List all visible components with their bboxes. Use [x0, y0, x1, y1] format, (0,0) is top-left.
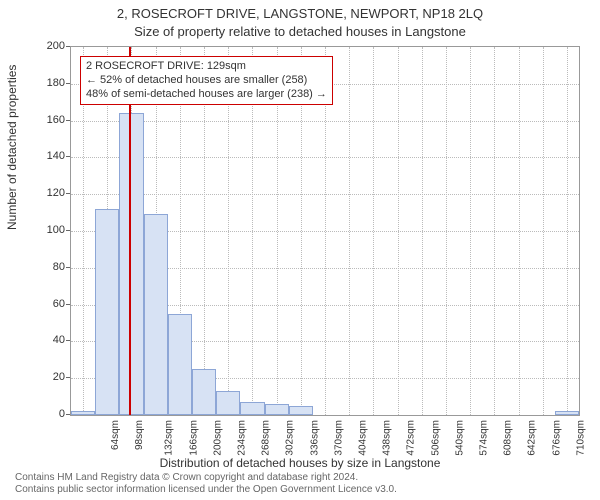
annotation-line: 2 ROSECROFT DRIVE: 129sqm	[86, 60, 327, 74]
annotation-line: ← 52% of detached houses are smaller (25…	[86, 74, 327, 88]
histogram-bar	[555, 411, 579, 415]
x-tick-label: 336sqm	[309, 420, 320, 456]
x-tick-label: 268sqm	[261, 420, 272, 456]
y-tick-label: 180	[35, 77, 65, 89]
histogram-bar	[71, 411, 95, 415]
x-tick-label: 404sqm	[358, 420, 369, 456]
x-tick-label: 438sqm	[382, 420, 393, 456]
histogram-bar	[240, 402, 264, 415]
y-tick-mark	[66, 83, 70, 84]
x-tick-label: 64sqm	[110, 420, 121, 450]
footer-line: Contains HM Land Registry data © Crown c…	[15, 472, 397, 484]
gridline-v	[567, 47, 568, 415]
histogram-bar	[168, 314, 192, 415]
gridline-v	[470, 47, 471, 415]
gridline-v	[519, 47, 520, 415]
y-tick-mark	[66, 156, 70, 157]
y-tick-label: 140	[35, 150, 65, 162]
y-tick-mark	[66, 414, 70, 415]
y-axis-label: Number of detached properties	[5, 65, 19, 230]
x-tick-label: 676sqm	[551, 420, 562, 456]
annotation-line: 48% of semi-detached houses are larger (…	[86, 88, 327, 102]
gridline-v	[446, 47, 447, 415]
x-axis-label: Distribution of detached houses by size …	[0, 456, 600, 470]
histogram-bar	[289, 406, 313, 415]
y-tick-label: 60	[35, 298, 65, 310]
gridline-v	[398, 47, 399, 415]
x-tick-label: 642sqm	[527, 420, 538, 456]
x-tick-label: 98sqm	[134, 420, 145, 450]
x-tick-label: 200sqm	[212, 420, 223, 456]
y-tick-mark	[66, 340, 70, 341]
y-tick-label: 80	[35, 261, 65, 273]
gridline-v	[494, 47, 495, 415]
y-tick-label: 200	[35, 40, 65, 52]
histogram-bar	[119, 113, 143, 415]
x-tick-label: 472sqm	[406, 420, 417, 456]
gridline-v	[373, 47, 374, 415]
x-tick-label: 370sqm	[333, 420, 344, 456]
marker-annotation-box: 2 ROSECROFT DRIVE: 129sqm ← 52% of detac…	[80, 56, 333, 105]
y-tick-label: 0	[35, 408, 65, 420]
x-tick-label: 234sqm	[237, 420, 248, 456]
page-title-line1: 2, ROSECROFT DRIVE, LANGSTONE, NEWPORT, …	[0, 6, 600, 21]
histogram-bar	[192, 369, 216, 415]
y-tick-mark	[66, 46, 70, 47]
histogram-bar	[144, 214, 168, 415]
x-tick-label: 506sqm	[430, 420, 441, 456]
x-tick-label: 608sqm	[503, 420, 514, 456]
y-tick-mark	[66, 230, 70, 231]
x-tick-label: 540sqm	[454, 420, 465, 456]
y-tick-label: 20	[35, 371, 65, 383]
y-tick-mark	[66, 193, 70, 194]
y-tick-mark	[66, 304, 70, 305]
y-tick-mark	[66, 267, 70, 268]
footer-line: Contains public sector information licen…	[15, 484, 397, 496]
gridline-v	[349, 47, 350, 415]
histogram-bar	[265, 404, 289, 415]
gridline-v	[422, 47, 423, 415]
y-tick-label: 160	[35, 114, 65, 126]
y-tick-mark	[66, 120, 70, 121]
y-tick-mark	[66, 377, 70, 378]
histogram-bar	[216, 391, 240, 415]
x-tick-label: 166sqm	[188, 420, 199, 456]
footer-attribution: Contains HM Land Registry data © Crown c…	[15, 472, 397, 496]
x-tick-label: 574sqm	[479, 420, 490, 456]
y-tick-label: 100	[35, 224, 65, 236]
gridline-v	[543, 47, 544, 415]
y-tick-label: 120	[35, 187, 65, 199]
histogram-bar	[95, 209, 119, 415]
x-tick-label: 302sqm	[285, 420, 296, 456]
x-tick-label: 710sqm	[575, 420, 586, 456]
page-title-line2: Size of property relative to detached ho…	[0, 24, 600, 39]
y-tick-label: 40	[35, 334, 65, 346]
x-tick-label: 132sqm	[164, 420, 175, 456]
